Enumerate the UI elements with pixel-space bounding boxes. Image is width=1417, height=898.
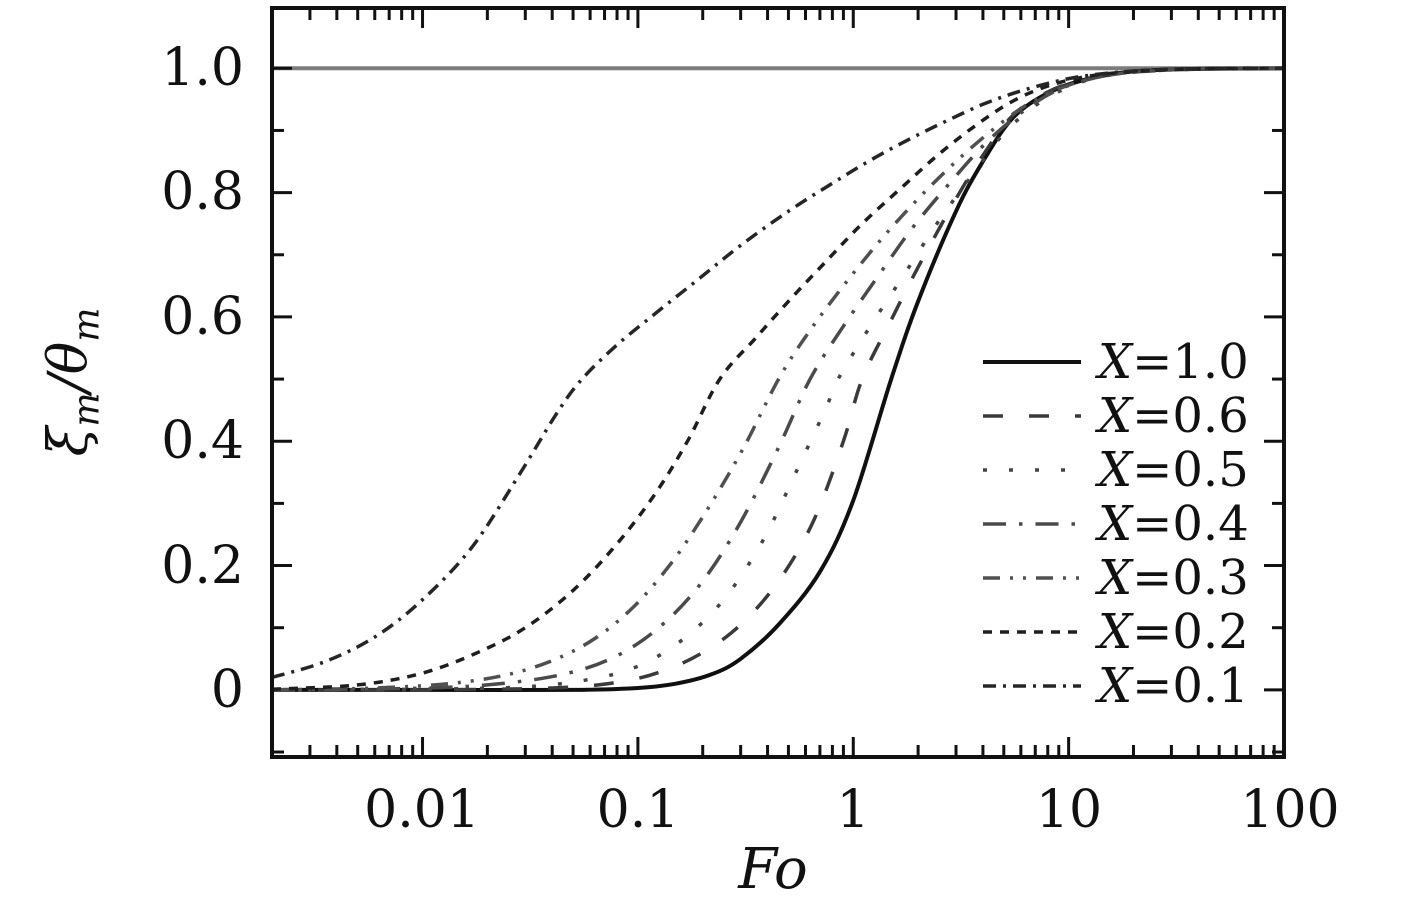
x-tick-label: 0.1 (596, 780, 680, 840)
legend-item: X=0.6 (980, 389, 1249, 443)
legend-line-sample (980, 389, 1084, 443)
y-tick-label: 1.0 (161, 38, 244, 98)
legend-item: X=0.5 (980, 443, 1249, 497)
legend-label: X=0.2 (1098, 604, 1249, 660)
legend-label: X=0.3 (1098, 550, 1249, 606)
legend-label: X=1.0 (1098, 334, 1249, 390)
x-tick-label: 1 (836, 780, 870, 840)
y-tick-label: 0.8 (161, 162, 244, 222)
legend: X=1.0 X=0.6 X=0.5 X=0.4 X=0.3 X=0.2 X=0.… (980, 335, 1249, 713)
legend-item: X=0.3 (980, 551, 1249, 605)
legend-line-sample (980, 551, 1084, 605)
x-tick-label: 10 (1035, 780, 1103, 840)
x-tick-label: 100 (1240, 780, 1340, 840)
legend-line-sample (980, 605, 1084, 659)
legend-line-sample (980, 443, 1084, 497)
y-tick-label: 0.4 (161, 411, 244, 471)
legend-label: X=0.1 (1098, 658, 1249, 714)
legend-item: X=0.4 (980, 497, 1249, 551)
legend-label: X=0.4 (1098, 496, 1249, 552)
y-tick-label: 0.2 (161, 536, 244, 596)
legend-item: X=1.0 (980, 335, 1249, 389)
y-tick-label: 0 (210, 660, 244, 720)
x-axis-title: Fo (738, 837, 808, 898)
y-axis-title: ξm/θm (36, 307, 108, 457)
legend-label: X=0.5 (1098, 442, 1249, 498)
x-tick-label: 0.01 (364, 780, 480, 840)
legend-item: X=0.1 (980, 659, 1249, 713)
legend-line-sample (980, 497, 1084, 551)
legend-line-sample (980, 335, 1084, 389)
legend-item: X=0.2 (980, 605, 1249, 659)
legend-label: X=0.6 (1098, 388, 1249, 444)
legend-line-sample (980, 659, 1084, 713)
y-tick-label: 0.6 (161, 287, 244, 347)
